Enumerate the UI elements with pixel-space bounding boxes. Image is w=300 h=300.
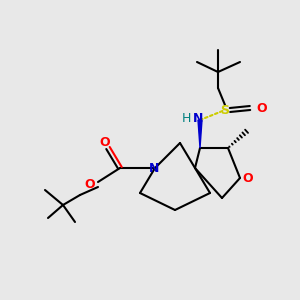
Text: N: N [149,161,159,175]
Text: O: O [100,136,110,148]
Text: H: H [181,112,191,124]
Polygon shape [198,120,202,148]
Text: N: N [193,112,203,124]
Text: O: O [257,101,267,115]
Text: S: S [220,103,230,116]
Text: O: O [85,178,95,191]
Text: O: O [243,172,253,184]
